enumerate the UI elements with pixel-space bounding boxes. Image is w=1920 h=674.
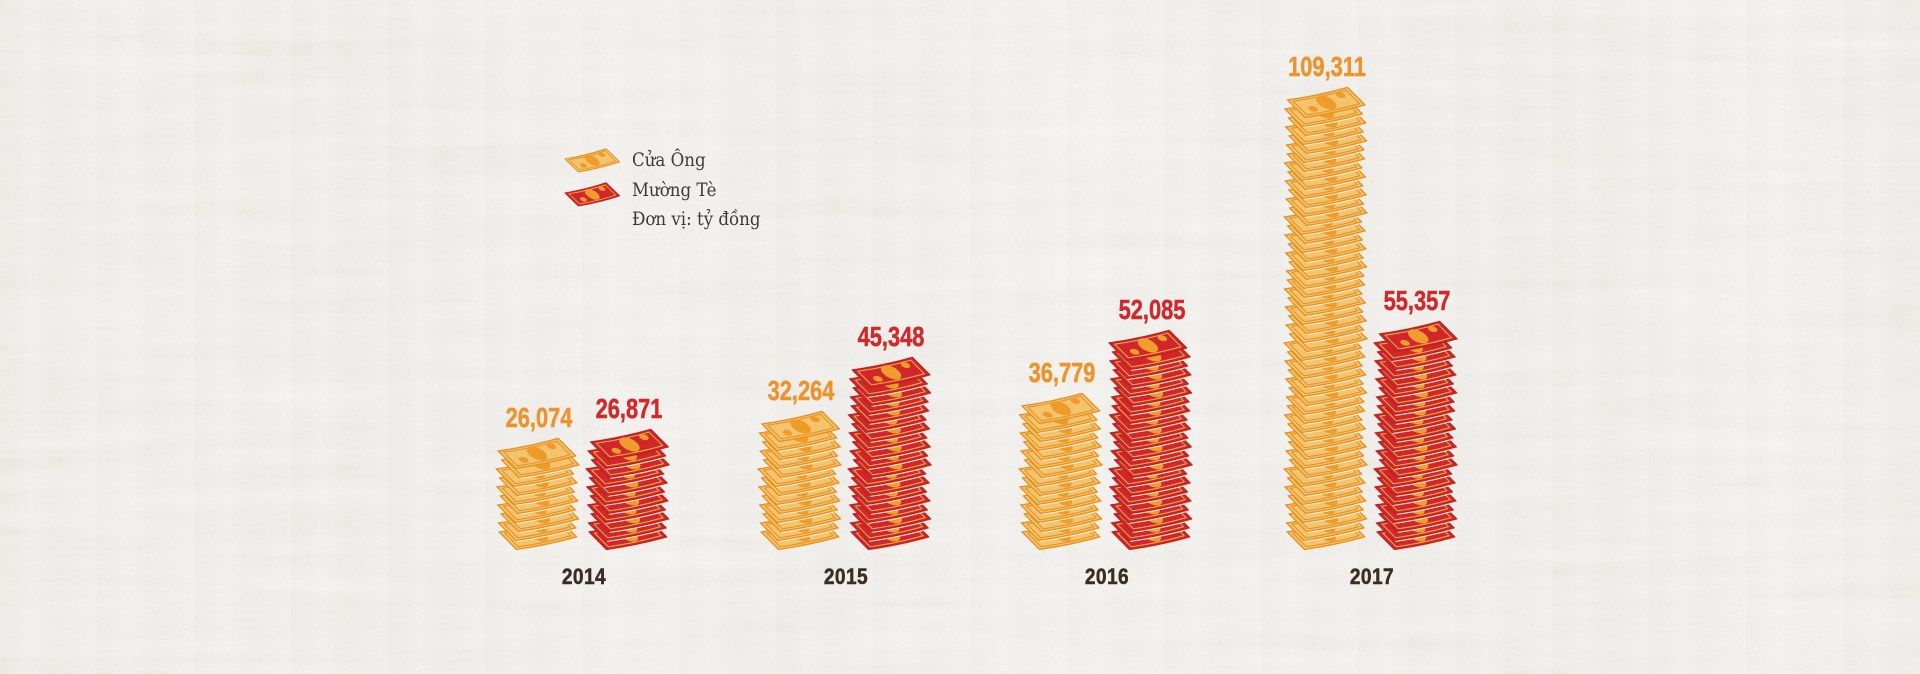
money-stack-cua-ong-2017 — [1283, 86, 1369, 551]
banknote — [1378, 320, 1458, 352]
legend-unit-label: Đơn vị: tỷ đồng — [632, 208, 761, 230]
banknote — [564, 148, 621, 173]
banknote — [497, 437, 577, 469]
category-label-2014: 2014 — [561, 564, 607, 589]
chart-legend: Cửa Ông Mường Tè Đơn vị: tỷ đồng — [563, 140, 903, 250]
category-label-2015: 2015 — [823, 564, 869, 589]
money-stack-cua-ong-2014 — [495, 437, 581, 551]
legend-label-cua-ong: Cửa Ông — [632, 149, 706, 171]
category-label-2016: 2016 — [1084, 564, 1130, 589]
value-label-muong-te-2014: 26,871 — [595, 393, 663, 425]
money-stack-muong-te-2014 — [585, 428, 671, 551]
category-label-2017: 2017 — [1349, 564, 1395, 589]
banknote — [1021, 392, 1101, 424]
money-stack-cua-ong-2015 — [757, 410, 843, 551]
money-stack-muong-te-2017 — [1373, 320, 1459, 551]
value-label-cua-ong-2015: 32,264 — [767, 375, 835, 407]
orange-banknote-icon — [564, 148, 621, 173]
banknote — [761, 410, 841, 442]
value-label-cua-ong-2017: 109,311 — [1288, 51, 1366, 83]
value-label-muong-te-2016: 52,085 — [1118, 294, 1186, 326]
banknote — [589, 428, 670, 460]
money-stack-muong-te-2016 — [1108, 329, 1194, 551]
legend-label-muong-te: Mường Tè — [632, 178, 717, 201]
money-stack-muong-te-2015 — [847, 356, 933, 551]
banknote — [1108, 329, 1188, 361]
value-label-cua-ong-2016: 36,779 — [1028, 357, 1096, 389]
banknote — [564, 181, 621, 206]
value-label-cua-ong-2014: 26,074 — [505, 402, 573, 434]
value-label-muong-te-2015: 45,348 — [857, 321, 925, 353]
banknote — [1286, 86, 1366, 118]
money-stack-cua-ong-2016 — [1018, 392, 1104, 551]
value-label-muong-te-2017: 55,357 — [1383, 285, 1451, 317]
red-banknote-icon — [564, 181, 621, 206]
banknote — [851, 356, 931, 388]
